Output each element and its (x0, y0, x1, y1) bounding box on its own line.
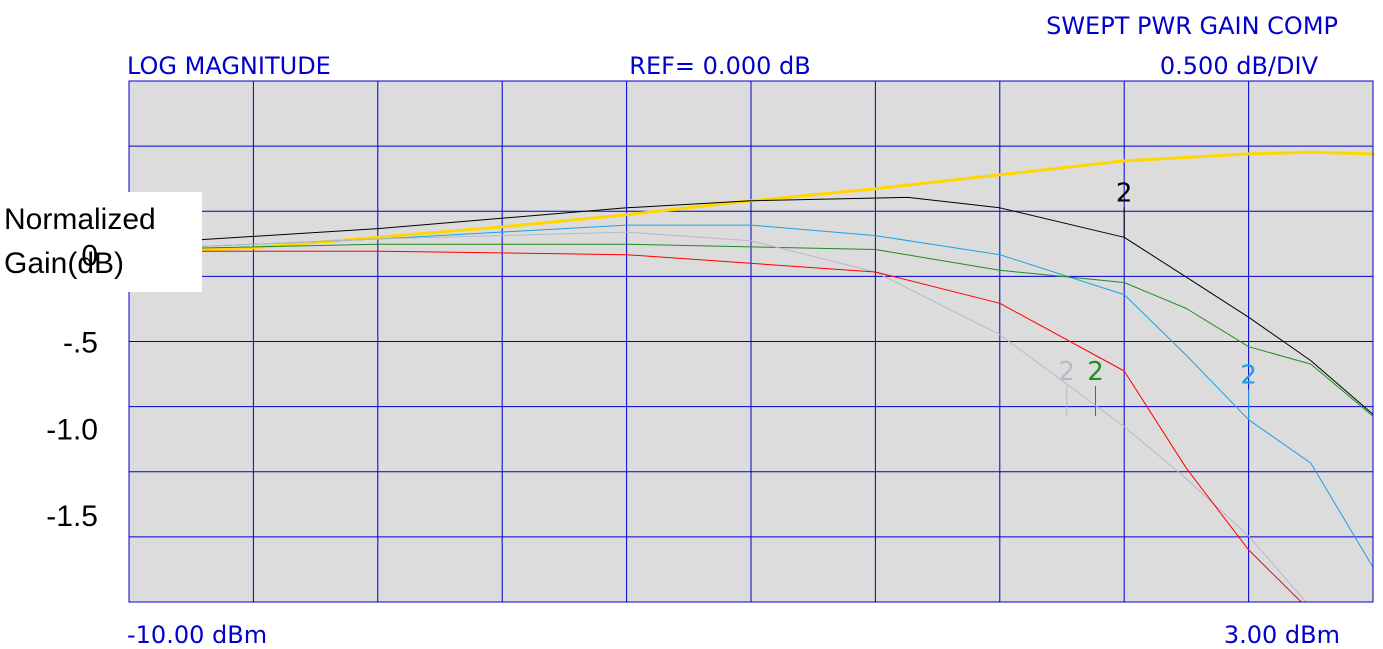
series-marker-label: 2 (1059, 357, 1076, 387)
reference-label: REF= 0.000 dB (629, 52, 810, 80)
x-start-label: -10.00 dBm (127, 621, 267, 649)
y-tick-label: 0 (81, 240, 98, 273)
y-tick-label: -.5 (63, 327, 98, 360)
y-tick-labels: 0 -.5 -1.0 -1.5 (46, 240, 98, 534)
series-marker-label: 2 (1116, 178, 1133, 208)
format-label: LOG MAGNITUDE (127, 52, 331, 80)
series-marker-label: 2 (1087, 357, 1104, 387)
scale-label: 0.500 dB/DIV (1160, 52, 1319, 80)
chart-title: SWEPT PWR GAIN COMP (1046, 12, 1338, 40)
y-tick-label: -1.0 (46, 413, 98, 446)
series-line (127, 150, 1375, 255)
series-line (128, 243, 1374, 417)
series-marker-label: 2 (1240, 361, 1257, 391)
y-axis-label-box (0, 192, 202, 292)
plot-border (128, 80, 1374, 603)
y-axis-label-line-1: Normalized (4, 203, 156, 236)
grid (129, 81, 1373, 602)
y-axis-label-line-2: Gain(dB) (4, 247, 124, 280)
series-line (128, 224, 1374, 568)
x-stop-label: 3.00 dBm (1224, 621, 1340, 649)
y-tick-label: -1.5 (46, 500, 98, 533)
series-line (128, 196, 1374, 415)
series-line (128, 250, 1302, 603)
series-line (128, 231, 1307, 603)
